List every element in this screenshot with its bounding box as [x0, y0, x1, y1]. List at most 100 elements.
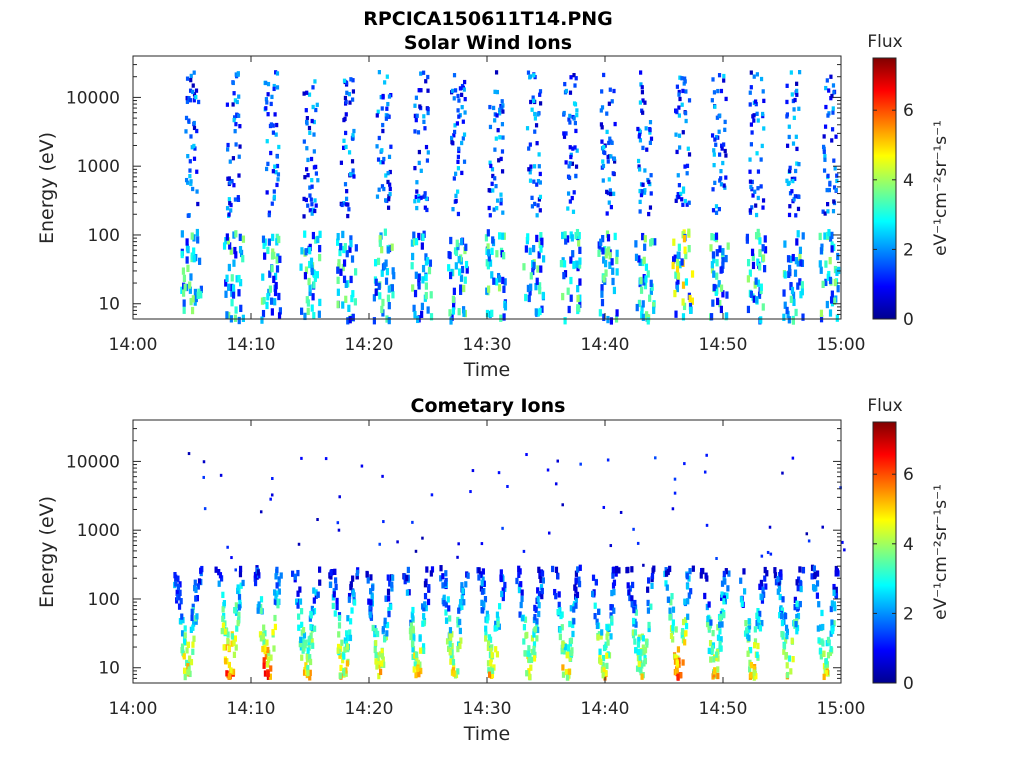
- data-pixel: [671, 507, 675, 511]
- data-pixel: [795, 81, 799, 86]
- data-pixel: [610, 619, 614, 626]
- data-pixel: [411, 627, 415, 634]
- data-pixel: [687, 228, 691, 236]
- data-pixel: [713, 137, 717, 142]
- data-pixel: [418, 635, 422, 642]
- data-pixel: [612, 191, 616, 196]
- data-pixel: [829, 645, 833, 653]
- data-pixel: [724, 254, 728, 263]
- data-pixel: [185, 647, 189, 654]
- data-pixel: [413, 199, 417, 204]
- data-pixel: [681, 88, 685, 94]
- data-pixel: [192, 234, 196, 242]
- data-pixel: [643, 235, 647, 243]
- data-pixel: [793, 97, 797, 103]
- data-pixel: [265, 190, 269, 195]
- data-pixel: [493, 118, 497, 123]
- data-pixel: [274, 170, 278, 175]
- data-pixel: [450, 649, 454, 656]
- data-pixel: [194, 94, 198, 100]
- data-pixel: [278, 307, 283, 315]
- data-pixel: [647, 577, 651, 584]
- data-pixel: [636, 641, 641, 648]
- data-pixel: [754, 673, 758, 680]
- data-pixel: [829, 605, 833, 613]
- data-pixel: [718, 113, 722, 118]
- data-pixel: [480, 588, 485, 595]
- data-pixel: [832, 199, 836, 204]
- data-pixel: [383, 262, 387, 270]
- data-pixel: [675, 84, 680, 89]
- data-pixel: [488, 124, 493, 130]
- data-pixel: [791, 178, 795, 184]
- data-pixel: [752, 118, 756, 123]
- data-pixel: [746, 259, 751, 267]
- data-pixel: [571, 146, 575, 151]
- data-pixel: [381, 95, 385, 100]
- data-pixel: [466, 572, 470, 579]
- data-pixel: [686, 598, 690, 605]
- data-pixel: [452, 133, 456, 138]
- data-pixel: [343, 243, 347, 251]
- data-pixel: [263, 647, 267, 655]
- data-pixel: [189, 297, 193, 306]
- data-pixel: [648, 294, 652, 302]
- data-pixel: [411, 646, 415, 653]
- data-pixel: [829, 74, 833, 79]
- data-pixel: [793, 176, 797, 181]
- data-pixel: [497, 275, 502, 283]
- data-pixel: [192, 156, 197, 161]
- colorbar-label: eV⁻¹cm⁻²sr⁻¹s⁻¹: [931, 484, 951, 620]
- data-pixel: [411, 252, 415, 261]
- data-pixel: [274, 70, 278, 75]
- data-pixel: [753, 281, 757, 289]
- data-pixel: [755, 619, 759, 627]
- data-pixel: [422, 114, 426, 119]
- data-pixel: [560, 646, 565, 653]
- data-pixel: [631, 581, 635, 589]
- data-pixel: [822, 650, 826, 658]
- data-pixel: [452, 670, 456, 677]
- data-pixel: [576, 566, 580, 573]
- data-pixel: [710, 233, 714, 241]
- data-pixel: [688, 568, 692, 575]
- data-pixel: [355, 569, 360, 577]
- data-pixel: [339, 160, 344, 165]
- data-pixel: [701, 567, 705, 575]
- data-pixel: [626, 582, 630, 589]
- data-pixel: [641, 635, 645, 642]
- data-pixel: [527, 167, 531, 172]
- data-pixel: [492, 105, 496, 111]
- data-pixel: [424, 196, 428, 201]
- data-pixel: [687, 98, 692, 103]
- data-pixel: [598, 309, 602, 317]
- data-pixel: [647, 625, 651, 633]
- data-pixel: [224, 237, 228, 245]
- data-pixel: [611, 267, 615, 275]
- data-pixel: [351, 78, 355, 83]
- data-pixel: [676, 251, 680, 259]
- data-pixel: [233, 129, 237, 134]
- data-pixel: [689, 588, 693, 595]
- data-pixel: [464, 260, 469, 269]
- x-axis: 14:00 14:10 14:20 14:30 14:40 14:50 15:00: [109, 56, 866, 355]
- data-pixel: [276, 172, 281, 177]
- data-pixel: [570, 195, 574, 201]
- data-pixel: [451, 655, 455, 662]
- data-pixel: [755, 111, 759, 116]
- data-pixel: [458, 618, 462, 626]
- data-pixel: [647, 179, 651, 185]
- data-pixel: [569, 605, 573, 612]
- data-pixel: [273, 623, 278, 631]
- data-pixel: [265, 661, 269, 668]
- data-pixel: [758, 583, 762, 590]
- data-pixel: [673, 289, 677, 298]
- data-pixel: [500, 590, 504, 598]
- data-pixel: [337, 631, 341, 638]
- data-pixel: [785, 99, 789, 105]
- data-pixel: [719, 594, 724, 601]
- data-pixel: [535, 182, 539, 187]
- data-pixel: [823, 157, 827, 162]
- data-pixel: [461, 136, 465, 141]
- data-pixel: [490, 651, 494, 659]
